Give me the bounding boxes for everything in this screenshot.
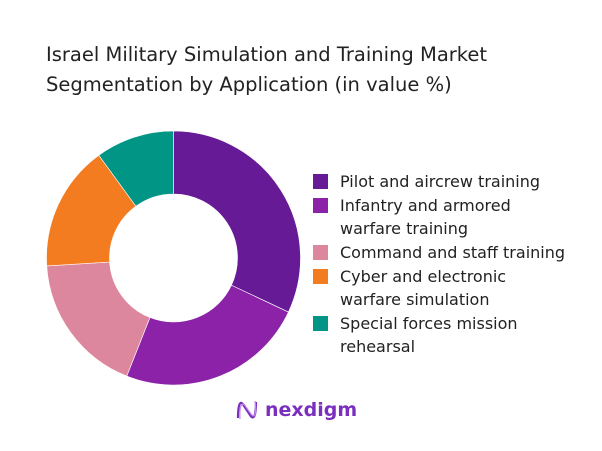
donut-slice-1 <box>173 130 301 313</box>
legend-label-line: rehearsal <box>340 337 416 356</box>
legend-swatch <box>313 174 328 189</box>
nexdigm-logo: nexdigm <box>235 398 357 422</box>
legend-label: Cyber and electronic warfare simulation <box>340 265 590 311</box>
donut-slice-2 <box>126 284 289 386</box>
legend-label-line: warfare simulation <box>340 290 490 309</box>
legend-label: Infantry and armored warfare training <box>340 194 590 240</box>
legend-item: Special forces mission rehearsal <box>313 312 590 358</box>
legend-label-line: warfare training <box>340 219 469 238</box>
legend-swatch <box>313 269 328 284</box>
legend-label: Command and staff training <box>340 241 590 264</box>
legend-label: Special forces mission rehearsal <box>340 312 590 358</box>
legend-label-line: Infantry and armored <box>340 196 511 215</box>
legend-label-line: Pilot and aircrew training <box>340 172 541 191</box>
donut-slice-3 <box>46 261 151 377</box>
logo-text: nexdigm <box>265 399 358 421</box>
legend-label-line: Special forces mission <box>340 314 518 333</box>
legend-label-line: Cyber and electronic <box>340 267 507 286</box>
legend-item: Cyber and electronic warfare simulation <box>313 265 590 311</box>
title-line-2: Segmentation by Application (in value %) <box>46 73 452 96</box>
nexdigm-wave-logo-icon <box>236 400 258 420</box>
legend-label-line: Command and staff training <box>340 243 566 262</box>
chart-title: Israel Military Simulation and Training … <box>46 40 487 100</box>
legend-swatch <box>313 198 328 213</box>
donut-slice-5 <box>98 130 174 207</box>
legend-item: Infantry and armored warfare training <box>313 194 590 240</box>
legend-item: Pilot and aircrew training <box>313 170 590 193</box>
legend-item: Command and staff training <box>313 241 590 264</box>
legend-swatch <box>313 316 328 331</box>
legend-swatch <box>313 245 328 260</box>
legend: Pilot and aircrew training Infantry and a… <box>313 170 590 359</box>
legend-label: Pilot and aircrew training <box>340 170 590 193</box>
title-line-1: Israel Military Simulation and Training … <box>46 43 488 66</box>
